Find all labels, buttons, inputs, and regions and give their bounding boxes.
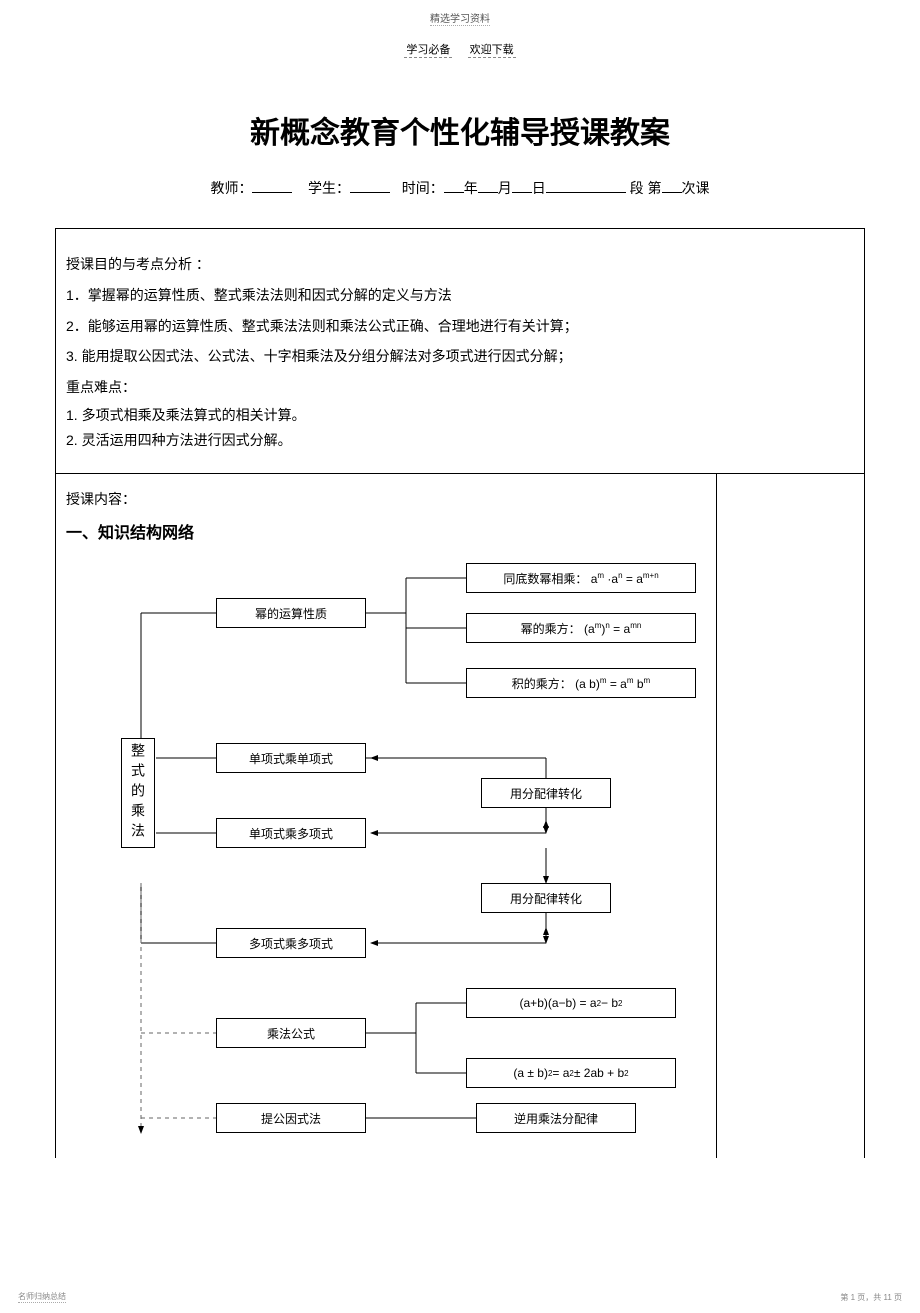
- header-sub-left: 学习必备: [404, 41, 452, 58]
- time-label: 时间：: [402, 180, 444, 196]
- header-sub-right: 欢迎下载: [468, 41, 516, 58]
- footer-right: 第 1 页，共 11 页: [840, 1292, 902, 1303]
- node-extract: 提公因式法: [216, 1103, 366, 1133]
- header-note: 精选学习资料: [430, 10, 490, 26]
- node-power-props: 幂的运算性质: [216, 598, 366, 628]
- purpose-p1: 1．掌握幂的运算性质、整式乘法法则和因式分解的定义与方法: [66, 280, 854, 311]
- node-same-base: 同底数幂相乘： am ·an = am+n: [466, 563, 696, 593]
- node-prod-pow: 积的乘方： (a b)m = am bm: [466, 668, 696, 698]
- node-dist-1: 用分配律转化: [481, 778, 611, 808]
- formula-2: (am)n = amn: [584, 621, 641, 636]
- node-perfect-square: (a ± b)2 = a2 ± 2ab + b2: [466, 1058, 676, 1088]
- structure-heading: 一、知识结构网络: [66, 519, 706, 543]
- node-power-pow: 幂的乘方： (am)n = amn: [466, 613, 696, 643]
- page-title: 新概念教育个性化辅导授课教案: [0, 108, 920, 152]
- purpose-p3: 3. 能用提取公因式法、公式法、十字相乘法及分组分解法对多项式进行因式分解；: [66, 341, 854, 372]
- student-label: 学生：: [308, 180, 350, 196]
- node-dist-2: 用分配律转化: [481, 883, 611, 913]
- vlabel-integer-mult: 整式的乘法: [121, 738, 155, 848]
- node-formula: 乘法公式: [216, 1018, 366, 1048]
- node-diff-squares: (a+b)(a−b) = a2 − b2: [466, 988, 676, 1018]
- info-line: 教师： 学生： 时间：年月日 段 第次课: [0, 177, 920, 198]
- node-inverse-dist: 逆用乘法分配律: [476, 1103, 636, 1133]
- node-mono-poly: 单项式乘多项式: [216, 818, 366, 848]
- purpose-p2: 2．能够运用幂的运算性质、整式乘法法则和乘法公式正确、合理地进行有关计算；: [66, 311, 854, 342]
- flowchart: 整式的乘法 幂的运算性质 单项式乘单项式 单项式乘多项式 多项式乘多项式 乘法公…: [66, 563, 706, 1143]
- purpose-title: 授课目的与考点分析 ：: [66, 249, 854, 280]
- section-purpose: 授课目的与考点分析 ： 1．掌握幂的运算性质、整式乘法法则和因式分解的定义与方法…: [56, 229, 864, 474]
- segment-label: 段 第: [630, 180, 662, 196]
- footer-left: 名师归纳总结: [18, 1291, 66, 1303]
- section-content-row: 授课内容： 一、知识结构网络: [56, 474, 864, 1158]
- node-poly-poly: 多项式乘多项式: [216, 928, 366, 958]
- difficulty-title: 重点难点：: [66, 372, 854, 403]
- formula-3: (a b)m = am bm: [575, 676, 650, 691]
- formula-1: am ·an = am+n: [591, 571, 659, 586]
- difficulty-1: 1. 多项式相乘及乘法算式的相关计算。: [66, 403, 854, 428]
- content-title: 授课内容：: [66, 489, 706, 509]
- difficulty-2: 2. 灵活运用四种方法进行因式分解。: [66, 428, 854, 453]
- node-mono-mono: 单项式乘单项式: [216, 743, 366, 773]
- teacher-label: 教师：: [210, 180, 252, 196]
